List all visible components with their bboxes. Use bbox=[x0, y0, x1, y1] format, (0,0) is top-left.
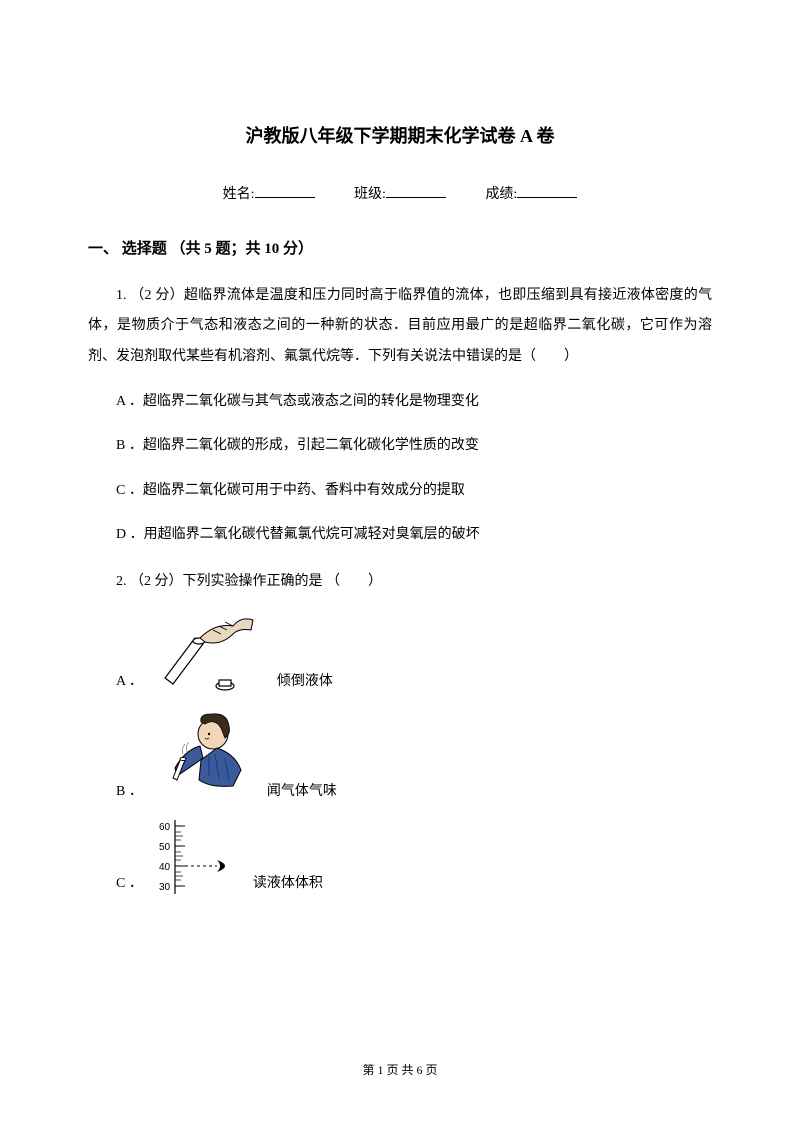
class-field: 班级: bbox=[354, 182, 446, 207]
q2-b-prefix: B ． bbox=[116, 779, 143, 804]
name-label: 姓名: bbox=[223, 187, 255, 202]
q1-option-c: C ．超临界二氧化碳可用于中药、香料中有效成分的提取 bbox=[88, 480, 712, 502]
score-label: 成绩: bbox=[485, 187, 517, 202]
read-volume-icon: 60 50 40 30 bbox=[155, 818, 241, 896]
q2-c-caption: 读液体体积 bbox=[253, 871, 323, 896]
section-heading: 一、 选择题 （共 5 题；共 10 分） bbox=[88, 236, 712, 263]
question-2-stem: 2. （2 分）下列实验操作正确的是 （ ） bbox=[88, 569, 712, 594]
page-title: 沪教版八年级下学期期末化学试卷 A 卷 bbox=[88, 120, 712, 152]
svg-text:60: 60 bbox=[159, 822, 171, 833]
page-footer: 第 1 页 共 6 页 bbox=[0, 1060, 800, 1082]
question-1-stem: 1. （2 分）超临界流体是温度和压力同时高于临界值的流体，也即压缩到具有接近液… bbox=[88, 281, 712, 373]
svg-text:50: 50 bbox=[159, 842, 171, 853]
name-blank[interactable] bbox=[255, 183, 315, 198]
student-info-row: 姓名: 班级: 成绩: bbox=[88, 182, 712, 207]
q1-option-d: D ．用超临界二氧化碳代替氟氯代烷可减轻对臭氧层的破坏 bbox=[88, 524, 712, 546]
q2-option-c: C ． 60 50 40 30 bbox=[88, 818, 712, 896]
smell-gas-icon bbox=[155, 708, 255, 804]
svg-text:30: 30 bbox=[159, 882, 171, 893]
q2-b-caption: 闻气体气味 bbox=[267, 779, 337, 804]
name-field: 姓名: bbox=[223, 182, 315, 207]
q2-a-caption: 倾倒液体 bbox=[277, 669, 333, 694]
read-volume-illustration: 60 50 40 30 bbox=[155, 818, 241, 896]
exam-page: 沪教版八年级下学期期末化学试卷 A 卷 姓名: 班级: 成绩: 一、 选择题 （… bbox=[0, 0, 800, 896]
pour-liquid-illustration bbox=[155, 608, 265, 694]
q1-option-a: A ．超临界二氧化碳与其气态或液态之间的转化是物理变化 bbox=[88, 391, 712, 413]
q1-option-b: B ．超临界二氧化碳的形成，引起二氧化碳化学性质的改变 bbox=[88, 435, 712, 457]
q2-option-b: B ． 闻气体气味 bbox=[88, 708, 712, 804]
q2-option-a: A ． 倾倒液体 bbox=[88, 608, 712, 694]
pour-liquid-icon bbox=[155, 608, 265, 694]
q2-c-prefix: C ． bbox=[116, 871, 143, 896]
q2-a-prefix: A ． bbox=[116, 669, 143, 694]
svg-text:40: 40 bbox=[159, 862, 171, 873]
class-blank[interactable] bbox=[386, 183, 446, 198]
score-field: 成绩: bbox=[485, 182, 577, 207]
smell-gas-illustration bbox=[155, 708, 255, 804]
class-label: 班级: bbox=[354, 187, 386, 202]
score-blank[interactable] bbox=[517, 183, 577, 198]
